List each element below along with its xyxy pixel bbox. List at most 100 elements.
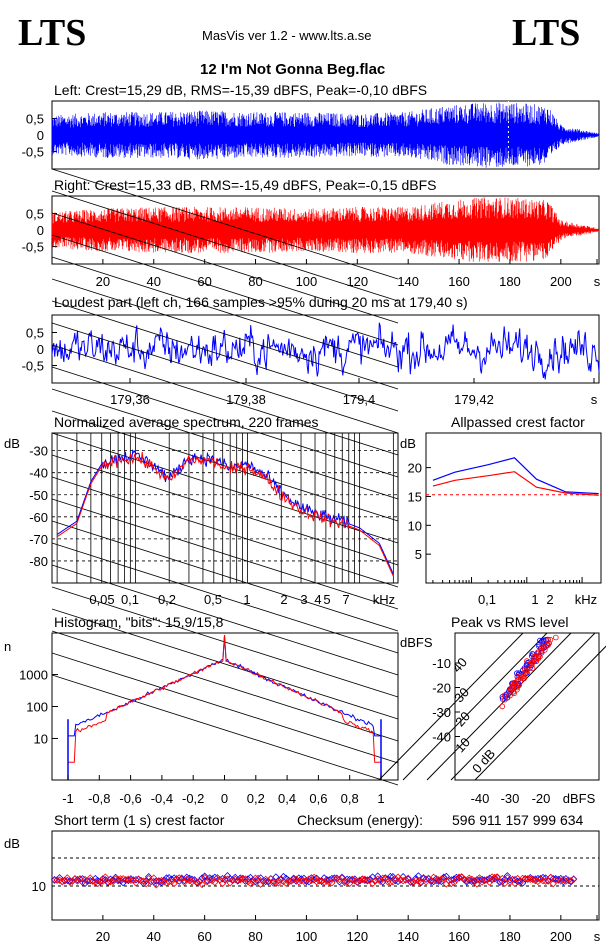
peak-rms-right-point <box>540 640 547 647</box>
peak-rms-ylabel: dBFS <box>400 635 433 650</box>
short-term-crest-left-point <box>117 877 125 885</box>
short-term-crest-right-point <box>401 876 410 884</box>
peak-rms-right-point <box>538 648 544 655</box>
peak-rms-xtick-label: -20 <box>532 791 551 806</box>
short-term-crest-right-point <box>267 875 275 883</box>
short-term-crest-right-point <box>516 878 524 887</box>
loudest-part-xtick-label: 179,38 <box>226 392 266 407</box>
short-term-crest-right-point <box>139 877 148 885</box>
waveform-xtick-label: 40 <box>147 274 161 289</box>
spectrum-title: Normalized average spectrum, 220 frames <box>54 414 319 430</box>
short-term-crest-right-point <box>470 878 478 886</box>
short-term-crest-right-point <box>61 876 69 884</box>
short-term-crest-right-point <box>534 877 542 886</box>
short-term-crest-right-point <box>557 877 565 885</box>
loudest-part-xtick-label: 179,36 <box>110 392 150 407</box>
short-term-crest-left-point <box>279 872 288 881</box>
short-term-crest-right-point <box>338 874 346 882</box>
short-term-crest-left-point <box>145 873 153 881</box>
short-term-crest-frame <box>51 830 600 921</box>
short-term-crest-right-point <box>501 879 509 887</box>
short-term-crest-right-point <box>142 880 150 888</box>
short-term-crest-left-point <box>274 877 283 885</box>
short-term-crest-right-point <box>559 875 568 884</box>
spectrum-slope-line <box>51 520 399 632</box>
short-term-crest-right-point <box>536 875 545 883</box>
peak-rms-crest-line <box>378 632 524 781</box>
loudest-part-xtick-label: 179,42 <box>454 392 494 407</box>
lts-logo-right: LTS <box>512 12 581 54</box>
histogram-ytick-label: 1000 <box>19 668 48 683</box>
spectrum-ytick-label: -80 <box>29 554 48 569</box>
spectrum-slope-line <box>51 652 399 764</box>
peak-rms-right-point <box>547 636 554 643</box>
crest-factor-title: Allpassed crest factor <box>451 414 585 430</box>
left-waveform-ytick-label: -0,5 <box>22 145 44 160</box>
loudest-part-ytick-label: 0,5 <box>26 326 44 341</box>
spectrum-slope-line <box>51 608 399 720</box>
short-term-crest-right-point <box>226 879 234 887</box>
short-term-crest-xtick-label: 140 <box>397 929 419 944</box>
waveform-xtick-label: s <box>594 274 601 289</box>
histogram-ytick-label: 100 <box>26 700 48 715</box>
left-waveform-ytick-label: 0,5 <box>26 112 44 127</box>
short-term-crest-right-point <box>195 878 204 886</box>
loudest-part-xtick-label: 179,4 <box>343 392 376 407</box>
peak-rms-xtick-label: dBFS <box>563 791 596 806</box>
short-term-crest-right-point <box>457 873 466 881</box>
short-term-crest-left-point <box>269 877 277 885</box>
crest-factor-frame <box>425 432 602 584</box>
short-term-crest-right-point <box>129 876 138 884</box>
waveform-xtick-label: 80 <box>248 274 262 289</box>
spectrum-slope-line <box>51 190 399 302</box>
short-term-crest-right-point <box>463 876 471 885</box>
spectrum-slope-line <box>51 300 399 412</box>
spectrum-xtick-label: kHz <box>373 592 395 607</box>
short-term-crest-right-point <box>259 877 267 886</box>
short-term-crest-right-point <box>211 878 219 886</box>
short-term-crest-right-point <box>511 879 519 888</box>
spectrum-slope-line <box>51 366 399 478</box>
short-term-crest-right-point <box>493 873 501 881</box>
short-term-crest-right-point <box>145 874 153 883</box>
spectrum-slope-line <box>51 410 399 522</box>
loudest-part-ytick-label: 0 <box>37 342 44 357</box>
waveform-xtick-label: 160 <box>448 274 470 289</box>
short-term-crest-right-point <box>307 876 316 884</box>
short-term-crest-right-point <box>101 873 110 881</box>
short-term-crest-xtick-label: s <box>594 929 601 944</box>
short-term-crest-right-point <box>94 879 102 888</box>
waveform-xtick-label: 60 <box>197 274 211 289</box>
short-term-crest-right-point <box>529 875 537 884</box>
short-term-crest-right-point <box>318 877 326 885</box>
short-term-crest-right-point <box>445 877 453 885</box>
short-term-crest-right-point <box>389 878 397 886</box>
right-waveform-ytick-label: 0 <box>37 223 44 238</box>
short-term-crest-right-point <box>460 875 468 883</box>
short-term-crest-right-point <box>376 877 384 885</box>
spectrum-right-series <box>56 451 394 577</box>
histogram-xtick-label: 1 <box>377 791 384 806</box>
crest-factor-xtick-label: 1 <box>531 592 538 607</box>
peak-rms-right-point <box>499 703 506 710</box>
spectrum-left-series <box>56 449 394 575</box>
peak-rms-right-point <box>513 681 520 688</box>
spectrum-xtick-label: 7 <box>342 592 349 607</box>
short-term-crest-right-point <box>547 873 555 882</box>
spectrum-slope-line <box>51 212 399 324</box>
left-waveform-ytick-label: 0 <box>37 128 44 143</box>
histogram-xtick-label: 0,8 <box>341 791 359 806</box>
peak-rms-ytick-label: -30 <box>432 705 451 720</box>
loudest-part-title: Loudest part (left ch, 166 samples >95% … <box>54 294 468 310</box>
short-term-crest-xtick-label: 100 <box>296 929 318 944</box>
crest-factor-ytick-label: 5 <box>415 547 422 562</box>
spectrum-ytick-label: -40 <box>29 466 48 481</box>
peak-rms-right-point <box>534 651 540 657</box>
peak-rms-frame <box>454 632 600 781</box>
spectrum-slope-line <box>51 674 399 786</box>
right-waveform-ytick-label: 0,5 <box>26 207 44 222</box>
loudest-part-signal <box>51 322 600 380</box>
short-term-crest-right-point <box>91 878 99 886</box>
spectrum-xtick-label: 2 <box>280 592 287 607</box>
short-term-crest-right-point <box>134 875 143 883</box>
